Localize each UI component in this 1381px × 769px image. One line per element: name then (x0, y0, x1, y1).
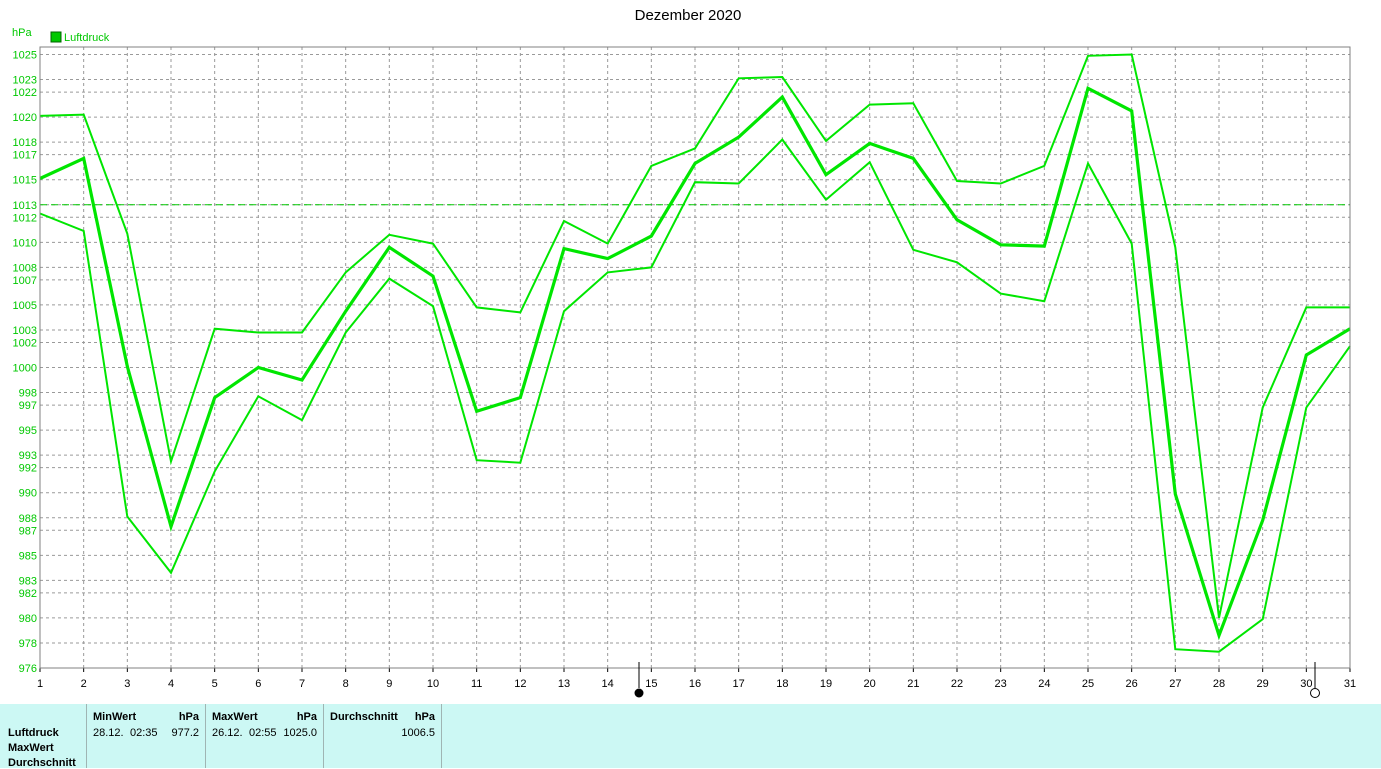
y-tick-label: 1008 (13, 262, 37, 274)
y-tick-label: 993 (19, 450, 37, 462)
y-tick-label: 1000 (13, 363, 37, 375)
x-tick-label: 26 (1126, 678, 1138, 690)
min-header: MinWert (93, 711, 137, 723)
y-tick-label: 980 (19, 613, 37, 625)
min-value: 977.2 (171, 727, 199, 739)
x-tick-label: 5 (212, 678, 218, 690)
series (39, 53, 1351, 653)
x-tick-label: 29 (1257, 678, 1269, 690)
x-tick-label: 24 (1038, 678, 1050, 690)
legend-label: Luftdruck (64, 32, 110, 44)
chart-title: Dezember 2020 (635, 7, 742, 24)
x-tick-label: 17 (733, 678, 745, 690)
stats-min-column: MinWert hPa 28.12. 02:35 977.2 (87, 704, 206, 768)
stats-row-labels: Luftdruck MaxWert Durchschnitt (0, 704, 87, 769)
x-tick-label: 22 (951, 678, 963, 690)
y-tick-label: 1002 (13, 337, 37, 349)
y-tick-label: 992 (19, 463, 37, 475)
y-tick-label: 1013 (13, 200, 37, 212)
x-tick-label: 12 (514, 678, 526, 690)
x-tick-label: 9 (386, 678, 392, 690)
stats-table: Luftdruck MaxWert Durchschnitt MinWert h… (0, 704, 1381, 769)
x-tick-label: 13 (558, 678, 570, 690)
max-value: 1025.0 (283, 727, 317, 739)
min-unit: hPa (178, 711, 199, 723)
full-moon-icon (1310, 688, 1320, 698)
x-tick-label: 10 (427, 678, 439, 690)
max-unit: hPa (296, 711, 317, 723)
y-tick-label: 998 (19, 388, 37, 400)
y-tick-label: 1003 (13, 325, 37, 337)
x-tick-label: 8 (343, 678, 349, 690)
y-tick-label: 995 (19, 425, 37, 437)
y-tick-label: 1012 (13, 212, 37, 224)
y-tick-label: 982 (19, 588, 37, 600)
y-tick-label: 987 (19, 525, 37, 537)
series-line-lower (39, 138, 1351, 653)
y-tick-label: 976 (19, 663, 37, 675)
y-tick-label: 1005 (13, 300, 37, 312)
y-tick-label: 1020 (13, 112, 37, 124)
row-label: MaxWert (8, 742, 54, 754)
y-tick-label: 1015 (13, 175, 37, 187)
x-tick-label: 3 (124, 678, 130, 690)
plot-frame (39, 46, 1351, 669)
x-axis-ticks: 1 2 3 4 5 6 7 8 9 10 11 12 13 14 15 16 17 18 19 20 21 22 23 24 2… (37, 668, 1356, 690)
x-tick-label: 11 (471, 678, 482, 690)
x-tick-label: 6 (255, 678, 261, 690)
avg-value: 1006.5 (401, 727, 435, 739)
avg-unit: hPa (414, 711, 435, 723)
x-tick-label: 18 (776, 678, 788, 690)
y-tick-label: 990 (19, 488, 37, 500)
x-tick-label: 25 (1082, 678, 1094, 690)
x-tick-label: 27 (1169, 678, 1181, 690)
x-tick-label: 14 (602, 678, 614, 690)
max-header: MaxWert (212, 711, 258, 723)
y-tick-label: 1017 (13, 150, 37, 162)
row-label: Luftdruck (8, 727, 59, 739)
x-tick-label: 16 (689, 678, 701, 690)
y-tick-label: 1010 (13, 237, 37, 249)
avg-header: Durchschnitt (330, 711, 398, 723)
stats-avg-column: Durchschnitt hPa 1006.5 (324, 704, 442, 768)
y-tick-label: 1018 (13, 137, 37, 149)
chart: Dezember 2020 hPa Luftdruck 976978980982… (12, 7, 1356, 698)
row-label: Durchschnitt (8, 757, 76, 769)
max-time: 02:55 (249, 727, 277, 739)
y-tick-label: 988 (19, 513, 37, 525)
y-axis-unit: hPa (12, 27, 32, 39)
min-date: 28.12. (93, 727, 124, 739)
x-tick-label: 20 (864, 678, 876, 690)
y-tick-label: 1007 (13, 275, 37, 287)
min-time: 02:35 (130, 727, 158, 739)
y-tick-label: 983 (19, 575, 37, 587)
x-tick-label: 30 (1300, 678, 1312, 690)
stats-max-column: MaxWert hPa 26.12. 02:55 1025.0 (206, 704, 324, 768)
y-tick-label: 978 (19, 638, 37, 650)
series-line-mean (39, 85, 1351, 641)
x-tick-label: 31 (1344, 678, 1356, 690)
x-tick-label: 1 (37, 678, 43, 690)
max-date: 26.12. (212, 727, 243, 739)
x-tick-label: 15 (645, 678, 657, 690)
legend-swatch (50, 31, 62, 43)
new-moon-icon (634, 688, 644, 698)
grid (39, 47, 1351, 669)
x-tick-label: 4 (168, 678, 174, 690)
y-tick-label: 1023 (13, 75, 37, 87)
y-tick-label: 997 (19, 400, 37, 412)
x-tick-label: 28 (1213, 678, 1225, 690)
x-tick-label: 23 (995, 678, 1007, 690)
x-tick-label: 19 (820, 678, 832, 690)
x-tick-label: 2 (81, 678, 87, 690)
y-tick-label: 985 (19, 550, 37, 562)
y-tick-label: 1022 (13, 87, 37, 99)
series-line-upper (39, 53, 1350, 619)
x-tick-label: 7 (299, 678, 305, 690)
x-tick-label: 21 (907, 678, 919, 690)
y-tick-label: 1025 (13, 50, 37, 62)
